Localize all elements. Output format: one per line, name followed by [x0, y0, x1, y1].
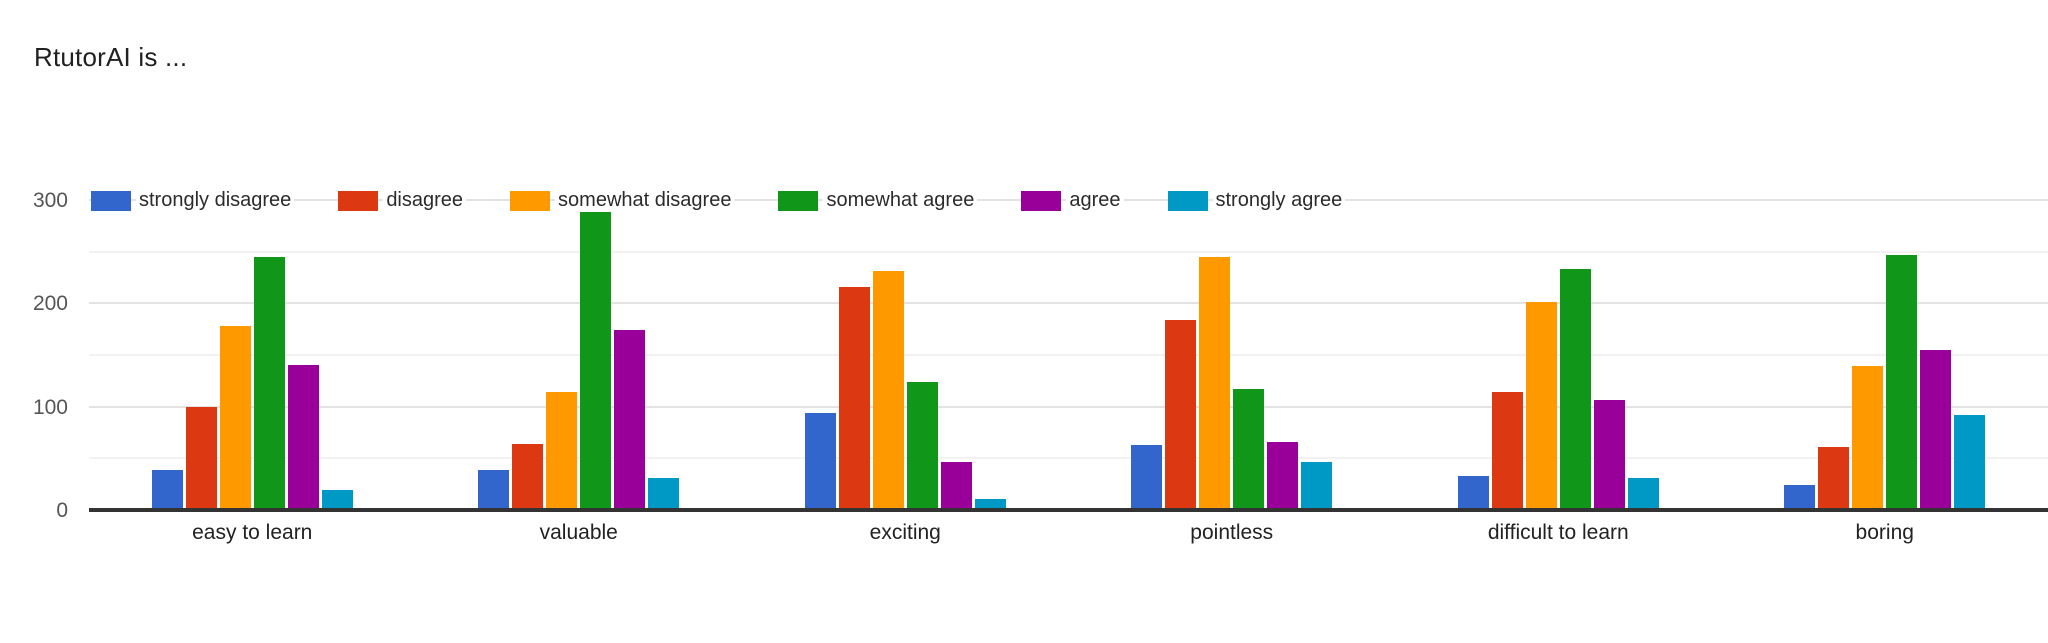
legend-label-strongly-agree: strongly agree: [1212, 189, 1346, 212]
minor-gridline-50: [89, 457, 2048, 460]
legend-label-somewhat-disagree: somewhat disagree: [555, 189, 735, 212]
bar-strongly-agree-difficult-to-learn[interactable]: [1627, 478, 1659, 509]
bar-somewhat-disagree-easy-to-learn[interactable]: [219, 326, 251, 509]
bar-somewhat-disagree-boring[interactable]: [1852, 366, 1884, 509]
legend-label-agree: agree: [1066, 189, 1124, 212]
bar-strongly-disagree-easy-to-learn[interactable]: [151, 470, 183, 509]
y-axis-tick-label-100: 100: [32, 395, 68, 419]
chart-title: RtutorAI is ...: [34, 42, 188, 72]
legend-label-strongly-disagree: strongly disagree: [136, 189, 295, 212]
bar-strongly-disagree-valuable[interactable]: [478, 470, 510, 509]
x-axis-baseline: [89, 508, 2048, 512]
major-gridline-100: [89, 405, 2048, 408]
y-axis-tick-label-300: 300: [32, 189, 68, 212]
bar-disagree-boring[interactable]: [1818, 447, 1850, 509]
minor-gridline-250: [89, 250, 2048, 253]
bar-strongly-disagree-difficult-to-learn[interactable]: [1457, 476, 1489, 509]
legend-swatch-somewhat-disagree: [510, 190, 551, 211]
bar-somewhat-disagree-pointless[interactable]: [1199, 257, 1231, 509]
bar-somewhat-disagree-valuable[interactable]: [546, 392, 578, 509]
bar-somewhat-agree-valuable[interactable]: [580, 205, 612, 509]
major-gridline-200: [89, 302, 2048, 305]
bar-disagree-exciting[interactable]: [838, 287, 870, 509]
bar-disagree-pointless[interactable]: [1165, 320, 1197, 509]
bar-strongly-agree-boring[interactable]: [1954, 415, 1986, 509]
legend-item-agree: agree: [1021, 189, 1124, 212]
bar-strongly-agree-pointless[interactable]: [1301, 462, 1333, 509]
y-axis-tick-label-0: 0: [56, 499, 68, 522]
bar-agree-boring[interactable]: [1920, 350, 1952, 509]
legend-swatch-strongly-disagree: [91, 190, 131, 211]
bar-agree-difficult-to-learn[interactable]: [1593, 400, 1625, 509]
x-axis-label-boring: boring: [1855, 521, 1914, 544]
legend-item-somewhat-disagree: somewhat disagree: [510, 189, 735, 212]
bar-somewhat-disagree-exciting[interactable]: [872, 271, 904, 509]
bar-agree-easy-to-learn[interactable]: [287, 365, 319, 509]
legend-swatch-disagree: [338, 190, 379, 211]
minor-gridline-150: [89, 354, 2048, 356]
bar-strongly-disagree-boring[interactable]: [1784, 485, 1816, 509]
bar-somewhat-agree-exciting[interactable]: [906, 382, 938, 509]
bar-agree-exciting[interactable]: [940, 462, 972, 509]
bar-strongly-disagree-exciting[interactable]: [804, 413, 836, 509]
legend-label-somewhat-agree: somewhat agree: [823, 189, 978, 212]
bar-strongly-agree-valuable[interactable]: [648, 478, 680, 509]
x-axis-label-exciting: exciting: [869, 521, 941, 544]
y-axis-tick-label-200: 200: [32, 292, 68, 316]
bar-somewhat-agree-pointless[interactable]: [1233, 389, 1265, 509]
x-axis-label-valuable: valuable: [539, 521, 618, 544]
x-axis-label-easy-to-learn: easy to learn: [192, 521, 313, 544]
legend-swatch-strongly-agree: [1167, 190, 1208, 211]
x-axis-label-difficult-to-learn: difficult to learn: [1487, 521, 1629, 544]
legend-item-strongly-agree: strongly agree: [1167, 189, 1346, 212]
legend-item-somewhat-agree: somewhat agree: [778, 189, 978, 212]
x-axis-label-pointless: pointless: [1190, 521, 1274, 544]
bar-somewhat-agree-boring[interactable]: [1886, 255, 1918, 509]
legend-swatch-somewhat-agree: [778, 190, 819, 211]
bar-agree-pointless[interactable]: [1267, 442, 1299, 509]
bar-strongly-disagree-pointless[interactable]: [1131, 445, 1163, 509]
bar-strongly-agree-exciting[interactable]: [974, 499, 1006, 509]
legend-item-disagree: disagree: [338, 189, 467, 212]
bar-somewhat-agree-difficult-to-learn[interactable]: [1559, 269, 1591, 509]
bar-disagree-valuable[interactable]: [512, 444, 544, 509]
bar-strongly-agree-easy-to-learn[interactable]: [321, 490, 353, 509]
legend-swatch-agree: [1021, 190, 1062, 211]
chart-legend: strongly disagree disagree somewhat disagr…: [91, 189, 1346, 212]
legend-item-strongly-disagree: strongly disagree: [91, 189, 295, 212]
bar-agree-valuable[interactable]: [614, 330, 646, 509]
bar-disagree-difficult-to-learn[interactable]: [1491, 392, 1523, 509]
bar-somewhat-disagree-difficult-to-learn[interactable]: [1525, 302, 1557, 509]
legend-label-disagree: disagree: [383, 189, 467, 212]
bar-somewhat-agree-easy-to-learn[interactable]: [253, 257, 285, 509]
bar-disagree-easy-to-learn[interactable]: [185, 407, 217, 509]
